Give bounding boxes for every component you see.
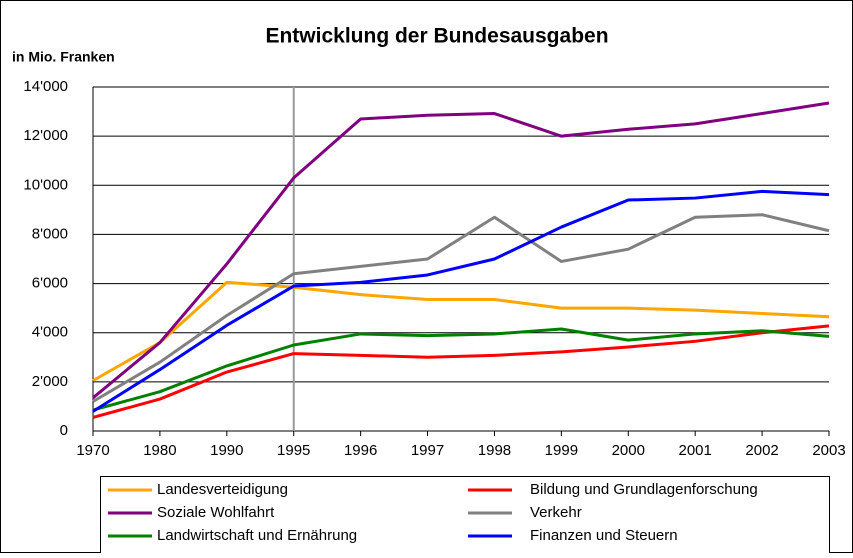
y-tick-label: 6'000	[32, 275, 68, 292]
x-tick-label: 1990	[210, 442, 243, 459]
series-line	[92, 327, 830, 412]
series-line	[92, 213, 830, 403]
y-tick-label: 8'000	[32, 225, 68, 242]
x-tick-label: 2002	[745, 442, 778, 459]
series-line	[92, 280, 830, 382]
x-tick-label: 1970	[76, 442, 109, 459]
legend-label: Landesverteidigung	[157, 481, 288, 498]
series-line	[92, 324, 830, 419]
chart-title: Entwicklung der Bundesausgaben	[265, 25, 608, 48]
y-tick-label: 0	[60, 422, 68, 439]
series-line	[92, 101, 830, 399]
x-tick-label: 2001	[678, 442, 711, 459]
x-tick-label: 2003	[812, 442, 845, 459]
y-tick-label: 2'000	[32, 373, 68, 390]
legend-label: Landwirtschaft und Ernährung	[157, 527, 357, 544]
x-tick-label: 1995	[277, 442, 310, 459]
x-tick-label: 1999	[545, 442, 578, 459]
x-tick-label: 1997	[411, 442, 444, 459]
y-tick-label: 4'000	[32, 324, 68, 341]
legend-label: Soziale Wohlfahrt	[157, 504, 275, 521]
series-line	[92, 189, 830, 413]
y-tick-label: 14'000	[23, 78, 68, 95]
x-tick-label: 1998	[478, 442, 511, 459]
legend-label: Verkehr	[530, 504, 582, 521]
x-tick-label: 2000	[612, 442, 645, 459]
legend-box	[100, 476, 830, 557]
y-axis-label: in Mio. Franken	[12, 49, 115, 65]
legend-label: Finanzen und Steuern	[530, 527, 678, 544]
legend-label: Bildung und Grundlagenforschung	[530, 481, 758, 498]
y-tick-label: 10'000	[23, 176, 68, 193]
x-tick-label: 1996	[344, 442, 377, 459]
x-tick-label: 1980	[143, 442, 176, 459]
y-tick-label: 12'000	[23, 127, 68, 144]
